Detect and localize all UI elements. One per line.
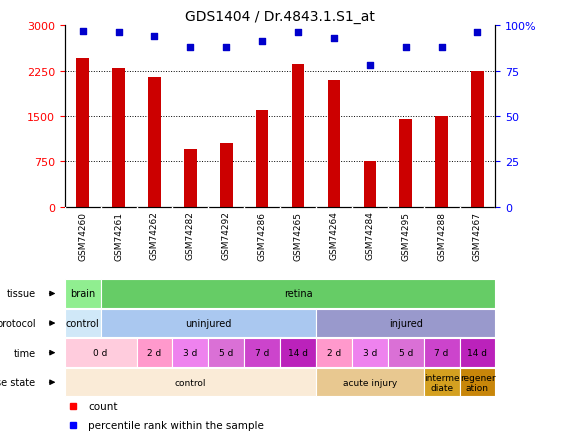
- Bar: [184, 150, 196, 207]
- Text: 7 d: 7 d: [255, 349, 269, 357]
- Text: GSM74288: GSM74288: [437, 211, 446, 260]
- Bar: [112, 69, 125, 207]
- Text: 5 d: 5 d: [399, 349, 413, 357]
- Text: uninjured: uninjured: [185, 319, 231, 328]
- Text: 2 d: 2 d: [148, 349, 162, 357]
- Bar: [77, 59, 89, 207]
- Point: [186, 44, 195, 51]
- Bar: [316, 339, 352, 367]
- Bar: [172, 339, 208, 367]
- Text: 3 d: 3 d: [363, 349, 377, 357]
- Text: control: control: [66, 319, 100, 328]
- Bar: [424, 339, 459, 367]
- Text: GSM74282: GSM74282: [186, 211, 195, 260]
- Text: interme
diate: interme diate: [424, 373, 459, 391]
- Point: [293, 30, 302, 37]
- Point: [78, 28, 87, 35]
- Bar: [280, 339, 316, 367]
- Bar: [65, 309, 101, 338]
- Text: 14 d: 14 d: [467, 349, 488, 357]
- Bar: [65, 368, 316, 397]
- Bar: [101, 309, 316, 338]
- Text: protocol: protocol: [0, 319, 35, 328]
- Point: [437, 44, 446, 51]
- Text: GSM74295: GSM74295: [401, 211, 410, 260]
- Bar: [65, 279, 101, 308]
- Text: acute injury: acute injury: [343, 378, 397, 387]
- Point: [150, 33, 159, 40]
- Text: tissue: tissue: [7, 289, 35, 299]
- Text: disease state: disease state: [0, 378, 35, 387]
- Text: 7 d: 7 d: [435, 349, 449, 357]
- Bar: [424, 368, 459, 397]
- Text: GSM74267: GSM74267: [473, 211, 482, 260]
- Text: GSM74260: GSM74260: [78, 211, 87, 260]
- Bar: [435, 117, 448, 207]
- Bar: [220, 144, 233, 207]
- Point: [401, 44, 410, 51]
- Text: GSM74262: GSM74262: [150, 211, 159, 260]
- Bar: [148, 77, 161, 207]
- Text: retina: retina: [284, 289, 312, 299]
- Point: [222, 44, 231, 51]
- Text: GSM74261: GSM74261: [114, 211, 123, 260]
- Text: 3 d: 3 d: [183, 349, 198, 357]
- Text: GSM74284: GSM74284: [365, 211, 374, 260]
- Point: [258, 39, 267, 46]
- Bar: [316, 309, 495, 338]
- Point: [114, 30, 123, 37]
- Bar: [364, 162, 376, 207]
- Bar: [65, 339, 137, 367]
- Bar: [388, 339, 424, 367]
- Text: time: time: [14, 348, 35, 358]
- Text: 5 d: 5 d: [219, 349, 234, 357]
- Title: GDS1404 / Dr.4843.1.S1_at: GDS1404 / Dr.4843.1.S1_at: [185, 10, 375, 23]
- Text: brain: brain: [70, 289, 95, 299]
- Text: GSM74265: GSM74265: [293, 211, 302, 260]
- Bar: [352, 339, 388, 367]
- Text: 14 d: 14 d: [288, 349, 308, 357]
- Point: [329, 35, 338, 42]
- Bar: [244, 339, 280, 367]
- Bar: [137, 339, 172, 367]
- Text: control: control: [175, 378, 206, 387]
- Text: injured: injured: [389, 319, 423, 328]
- Text: GSM74264: GSM74264: [329, 211, 338, 260]
- Text: regener
ation: regener ation: [459, 373, 495, 391]
- Text: GSM74292: GSM74292: [222, 211, 231, 260]
- Bar: [459, 368, 495, 397]
- Text: percentile rank within the sample: percentile rank within the sample: [88, 420, 264, 430]
- Text: GSM74286: GSM74286: [258, 211, 267, 260]
- Bar: [471, 71, 484, 207]
- Text: 0 d: 0 d: [93, 349, 108, 357]
- Bar: [256, 111, 269, 207]
- Bar: [316, 368, 423, 397]
- Bar: [292, 66, 305, 207]
- Point: [473, 30, 482, 37]
- Point: [365, 62, 374, 69]
- Text: 2 d: 2 d: [327, 349, 341, 357]
- Bar: [208, 339, 244, 367]
- Bar: [459, 339, 495, 367]
- Text: count: count: [88, 401, 118, 411]
- Bar: [328, 80, 340, 207]
- Bar: [399, 120, 412, 207]
